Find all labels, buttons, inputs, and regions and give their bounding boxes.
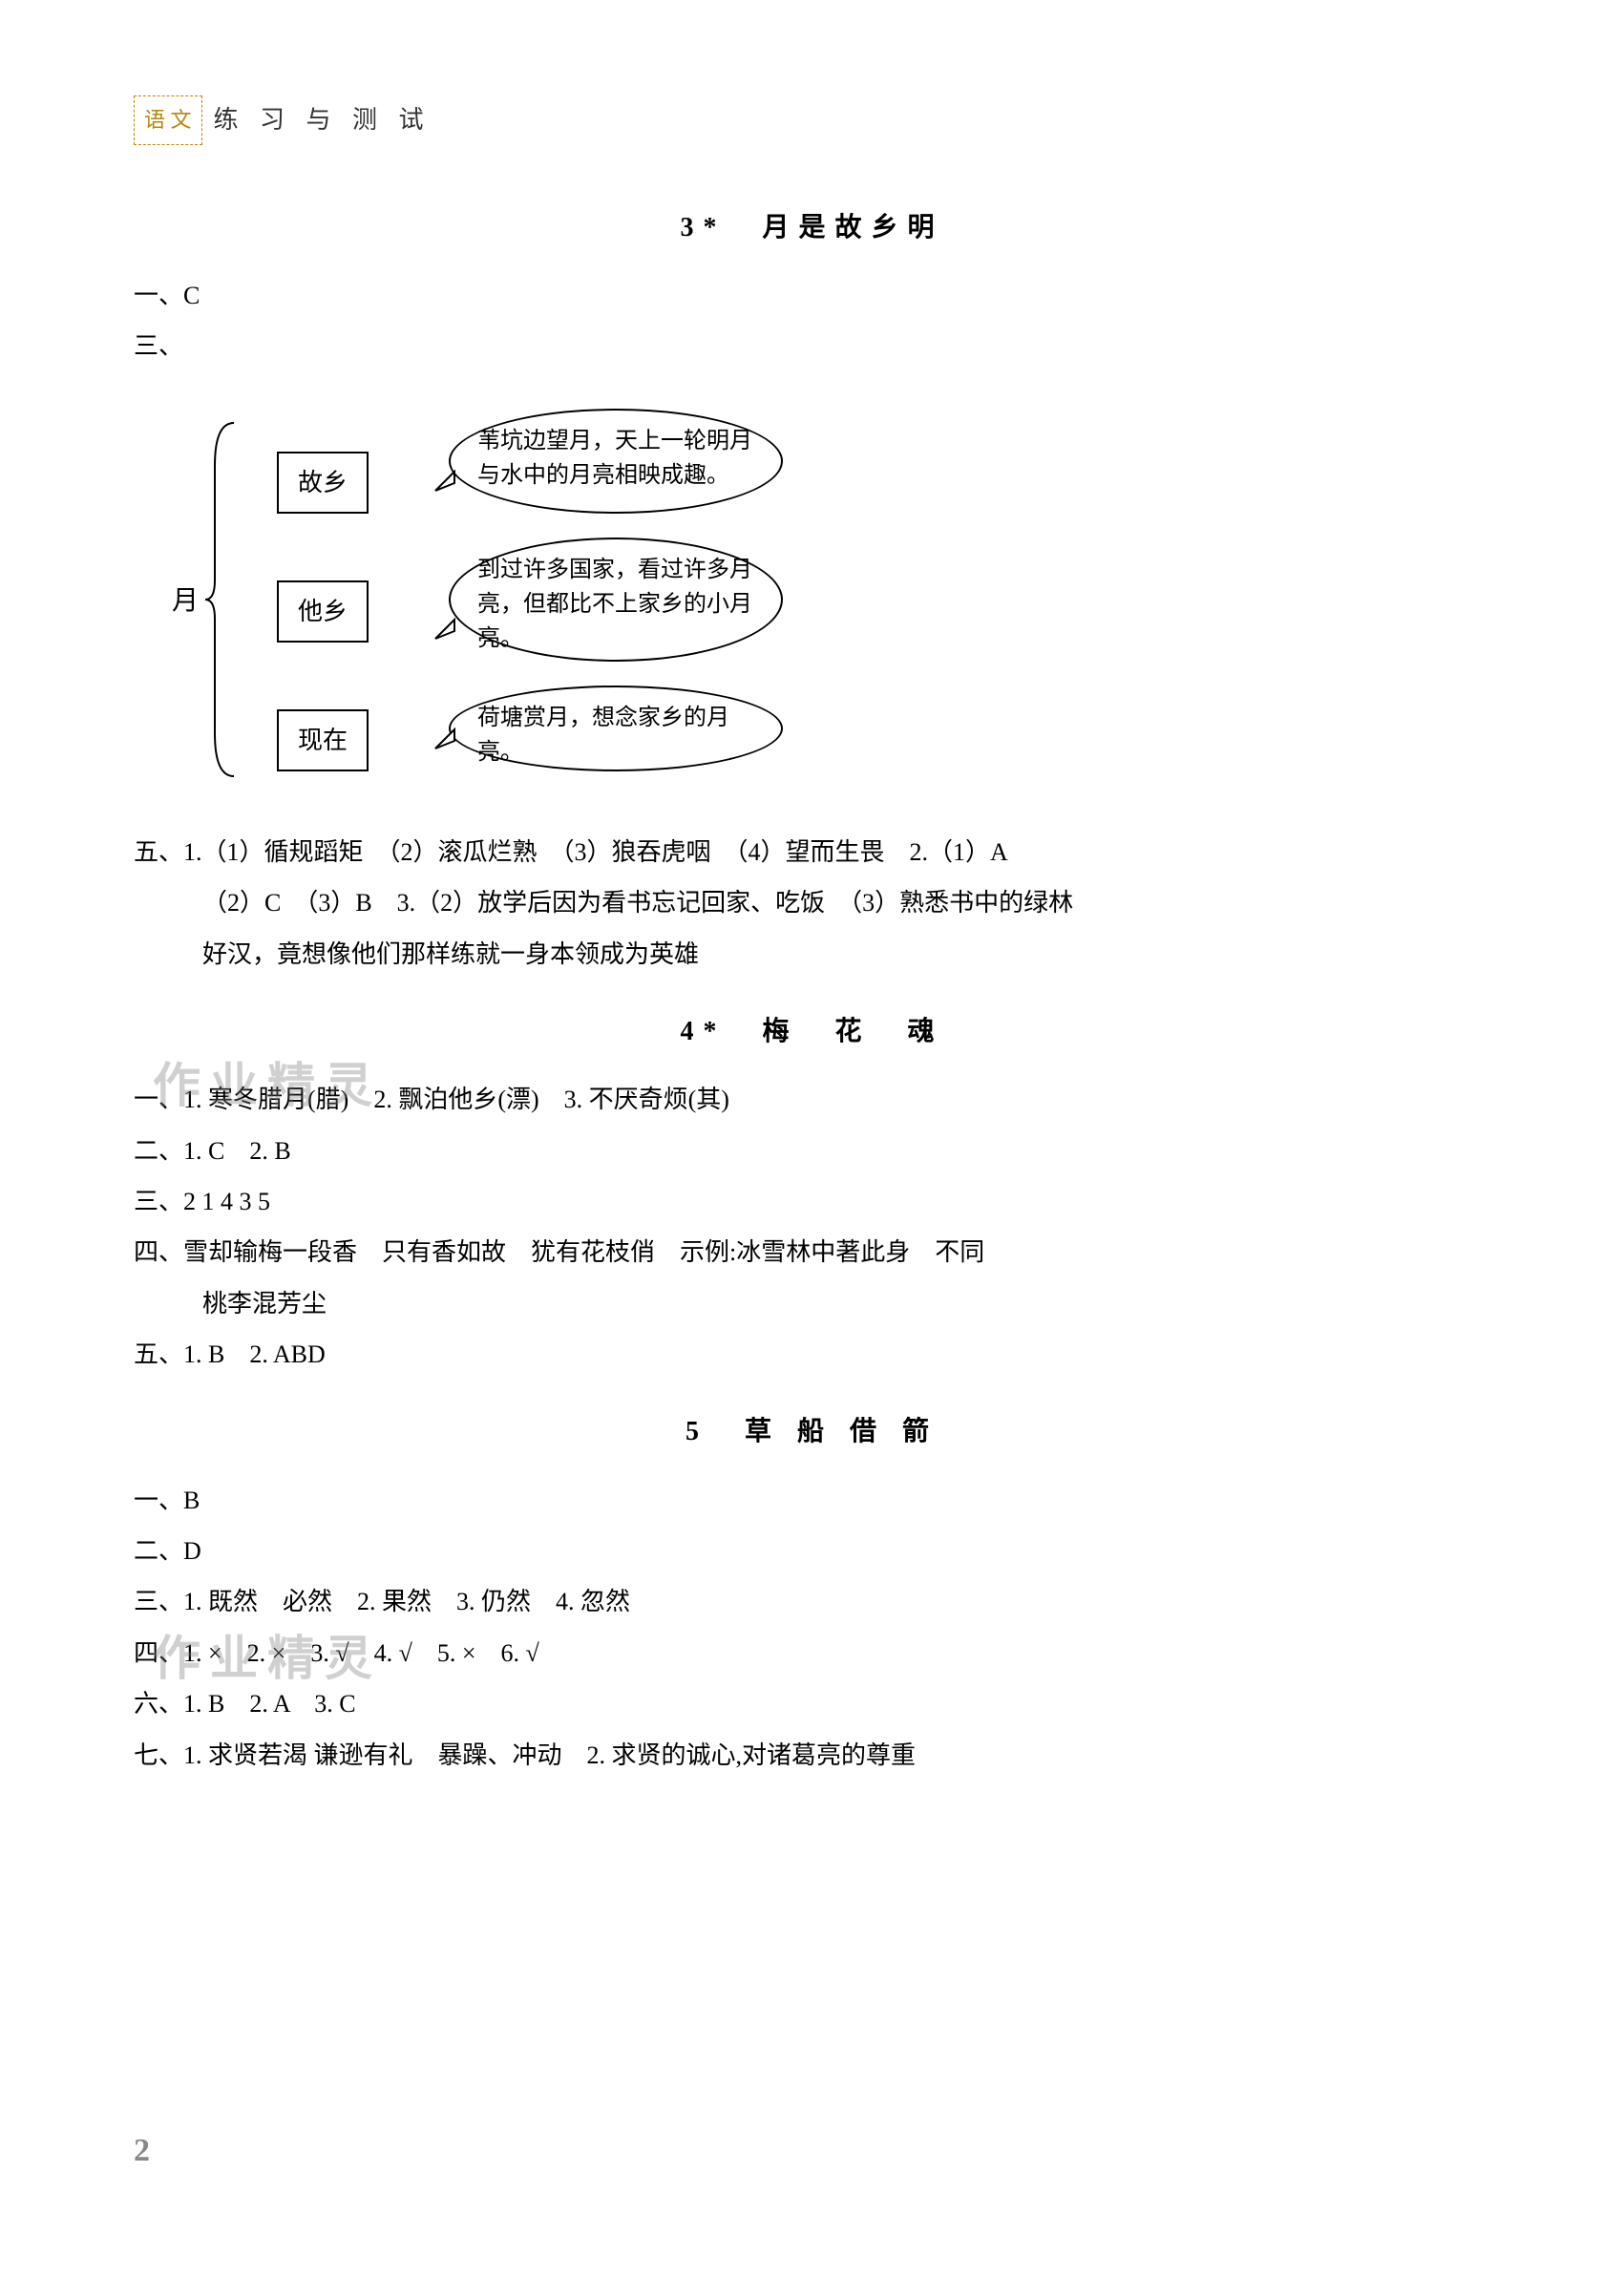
diagram-box-hometown: 故乡 xyxy=(277,452,369,514)
q5-1: 一、B xyxy=(134,1477,1490,1524)
q4-3: 三、2 1 4 3 5 xyxy=(134,1178,1490,1225)
diagram-bubble-3: 荷塘赏月，想念家乡的月亮。 xyxy=(449,686,783,771)
subject-tag: 语 文 xyxy=(134,95,202,145)
q4-2: 二、1. C 2. B xyxy=(134,1128,1490,1174)
section-title-5: 5 草 船 借 箭 xyxy=(134,1406,1490,1457)
bubble-text-1: 苇坑边望月，天上一轮明月与水中的月亮相映成趣。 xyxy=(477,429,752,488)
q4-4-line2: 桃李混芳尘 xyxy=(134,1280,1490,1327)
q3-5-line2: （2）C （3）B 3.（2）放学后因为看书忘记回家、吃饭 （3）熟悉书中的绿林 xyxy=(134,879,1490,926)
q3-5-text1: 五、1.（1）循规蹈矩 （2）滚瓜烂熟 （3）狼吞虎咽 （4）望而生畏 2.（1… xyxy=(134,838,1008,866)
page-header: 语 文 练 习 与 测 试 xyxy=(134,95,1490,145)
q4-4-line1: 四、雪却输梅一段香 只有香如故 犹有花枝俏 示例:冰雪林中著此身 不同 xyxy=(134,1229,1490,1276)
q3-1-answer: 一、C xyxy=(134,272,1490,319)
bubble-tail-icon xyxy=(433,728,456,750)
q3-5-line3: 好汉，竟想像他们那样练就一身本领成为英雄 xyxy=(134,931,1490,978)
q5-7: 七、1. 求贤若渴 谦逊有礼 暴躁、冲动 2. 求贤的诚心,对诸葛亮的尊重 xyxy=(134,1732,1490,1779)
bubble-tail-icon xyxy=(433,470,456,493)
diagram-bracket xyxy=(200,418,239,781)
bubble-text-3: 荷塘赏月，想念家乡的月亮。 xyxy=(477,706,729,765)
header-title: 练 习 与 测 试 xyxy=(214,96,432,143)
q4-5: 五、1. B 2. ABD xyxy=(134,1331,1490,1378)
bubble-tail-icon xyxy=(433,618,456,641)
q5-3: 三、1. 既然 必然 2. 果然 3. 仍然 4. 忽然 xyxy=(134,1578,1490,1625)
moon-diagram: 月 故乡 他乡 现在 苇坑边望月，天上一轮明月与水中的月亮相映成趣。 到过许多国… xyxy=(172,399,1031,800)
q5-2: 二、D xyxy=(134,1528,1490,1574)
section-title-4: 4* 梅 花 魂 xyxy=(134,1006,1490,1057)
diagram-box-now: 现在 xyxy=(277,709,369,771)
q3-3-label: 三、 xyxy=(134,323,1490,369)
q4-1: 一、1. 寒冬腊月(腊) 2. 飘泊他乡(漂) 3. 不厌奇烦(其) xyxy=(134,1076,1490,1123)
diagram-box-otherplace: 他乡 xyxy=(277,580,369,643)
diagram-bubble-2: 到过许多国家，看过许多月亮，但都比不上家乡的小月亮。 xyxy=(449,538,783,662)
q3-5-line1: 五、1.（1）循规蹈矩 （2）滚瓜烂熟 （3）狼吞虎咽 （4）望而生畏 2.（1… xyxy=(134,829,1490,875)
diagram-bubble-1: 苇坑边望月，天上一轮明月与水中的月亮相映成趣。 xyxy=(449,409,783,514)
q5-4: 四、1. × 2. × 3. √ 4. √ 5. × 6. √ xyxy=(134,1630,1490,1677)
diagram-root-label: 月 xyxy=(172,576,199,626)
page-number: 2 xyxy=(134,2120,150,2183)
bubble-text-2: 到过许多国家，看过许多月亮，但都比不上家乡的小月亮。 xyxy=(477,558,752,651)
q5-6: 六、1. B 2. A 3. C xyxy=(134,1680,1490,1727)
section-title-3: 3* 月是故乡明 xyxy=(134,202,1490,253)
